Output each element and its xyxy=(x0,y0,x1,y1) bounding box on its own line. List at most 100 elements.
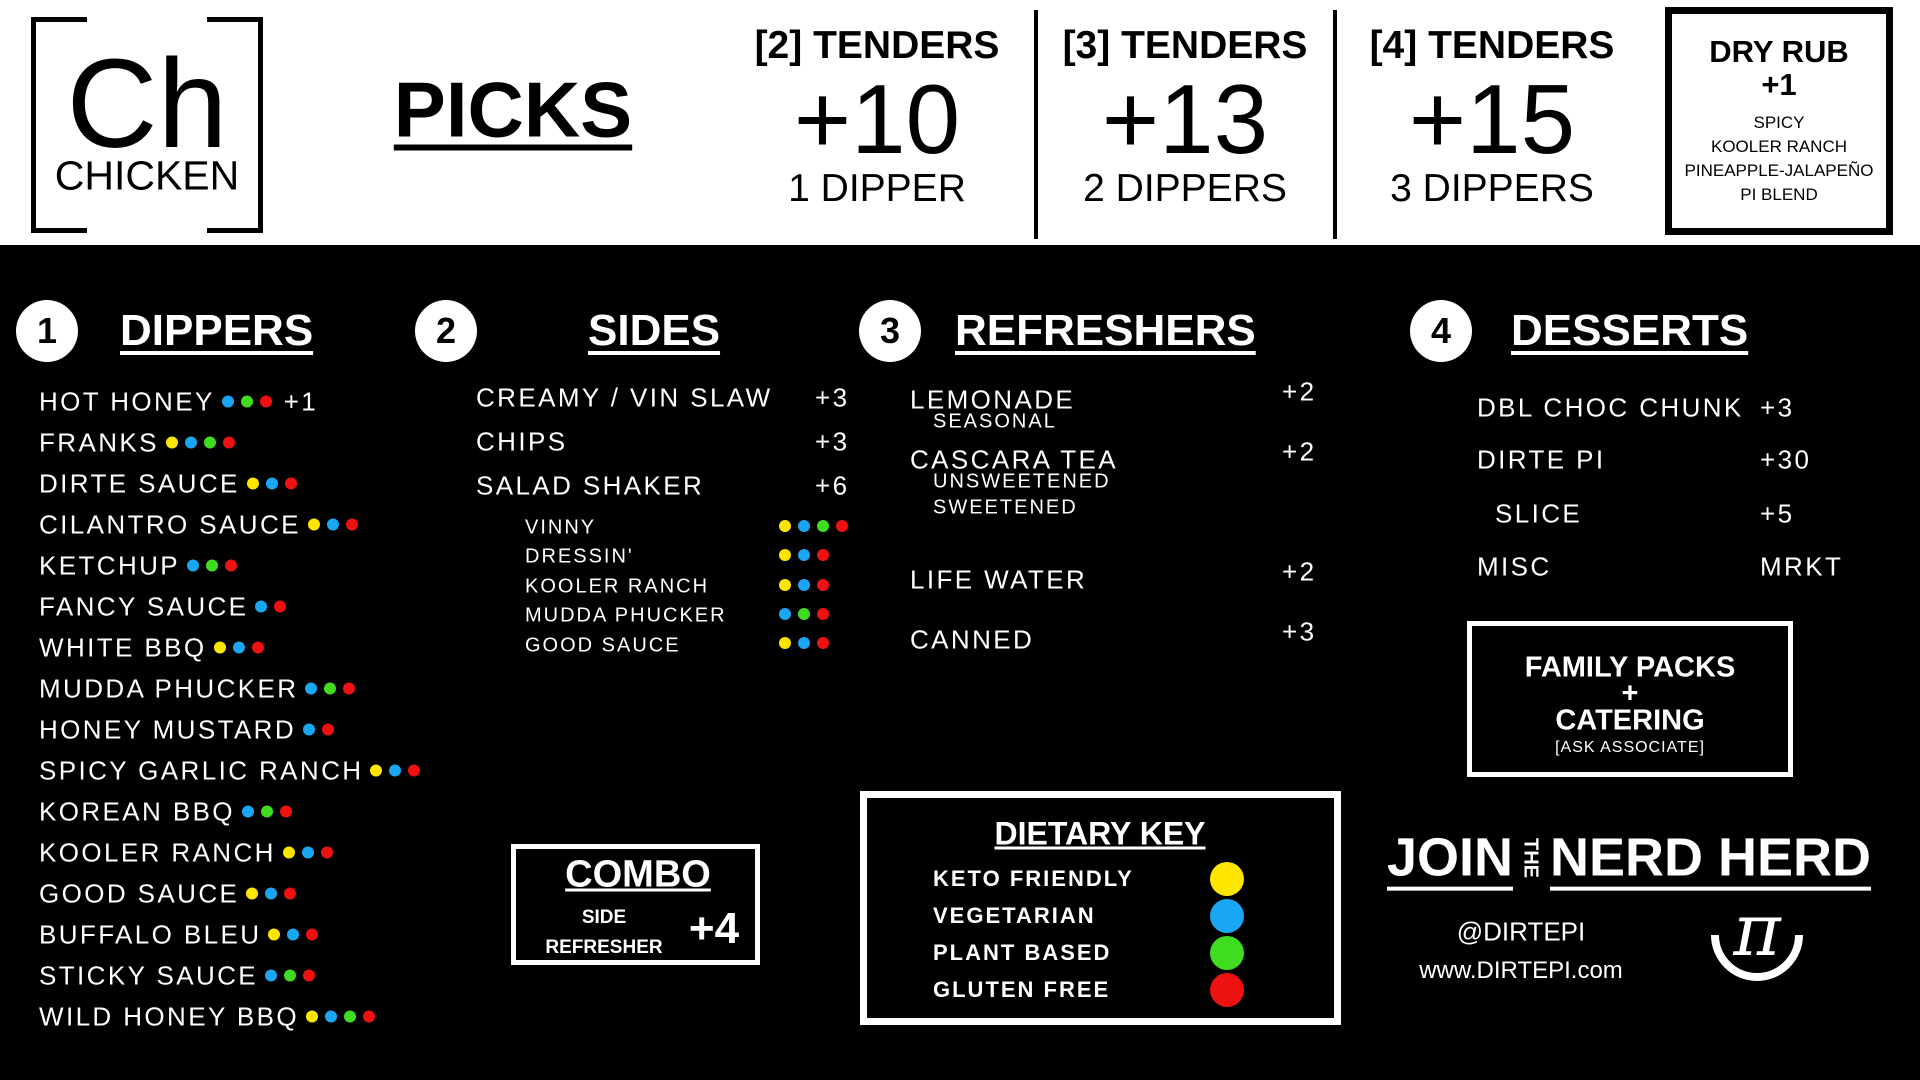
dietary-dot-gluten-icon xyxy=(817,637,829,650)
dipper-item: SPICY GARLIC RANCH xyxy=(39,756,421,787)
page-title: PICKS xyxy=(393,65,633,154)
dipper-item: WILD HONEY BBQ xyxy=(39,1002,375,1033)
dietary-dot-keto-icon xyxy=(246,887,259,900)
side-item-price: +3 xyxy=(815,426,850,457)
dressing-dots xyxy=(772,637,829,655)
dietary-dot-plant-icon xyxy=(798,607,810,620)
dietary-dot-vegetarian-icon xyxy=(779,607,791,620)
dietary-dot-gluten-icon xyxy=(279,805,292,818)
side-item-price: +3 xyxy=(815,382,850,413)
pick-price: +15 xyxy=(1408,64,1576,174)
dessert-name: DIRTE PI xyxy=(1477,444,1606,475)
dietary-dot-gluten-icon xyxy=(303,969,316,982)
dipper-item: HOT HONEY +1 xyxy=(39,387,318,418)
dietary-keto-dot-icon xyxy=(1210,862,1244,896)
dietary-dot-plant-icon xyxy=(240,395,253,408)
dietary-dot-gluten-icon xyxy=(274,600,287,613)
dressing-name: DRESSIN' xyxy=(525,545,634,568)
dipper-name: HOT HONEY xyxy=(39,386,215,417)
dietary-dot-gluten-icon xyxy=(322,723,335,736)
dietary-dot-vegetarian-icon xyxy=(305,682,318,695)
dietary-dot-vegetarian-icon xyxy=(265,477,278,490)
dietary-dot-gluten-icon xyxy=(259,395,272,408)
side-item-name: CREAMY / VIN SLAW xyxy=(476,382,773,413)
dietary-dot-vegetarian-icon xyxy=(265,969,278,982)
dietary-dot-keto-icon xyxy=(282,846,295,859)
dipper-name: DIRTE SAUCE xyxy=(39,468,240,499)
dry-rub-price: +1 xyxy=(1761,66,1797,102)
refresher-name: CANNED xyxy=(910,624,1035,655)
dietary-dot-vegetarian-icon xyxy=(303,723,316,736)
dipper-item: FANCY SAUCE xyxy=(39,592,287,623)
dessert-price: +5 xyxy=(1760,498,1795,529)
dietary-dot-plant-icon xyxy=(324,682,337,695)
section-title-sides: SIDES xyxy=(588,306,721,355)
dressing-name: VINNY xyxy=(525,516,597,539)
dietary-plant-dot-icon xyxy=(1210,936,1244,970)
section-number-sides: 2 xyxy=(415,300,477,362)
dietary-dot-gluten-icon xyxy=(222,436,235,449)
dipper-item: FRANKS xyxy=(39,428,235,459)
refresher-price: +2 xyxy=(1282,436,1317,467)
refresher-name: LIFE WATER xyxy=(910,564,1088,595)
website-link[interactable]: www.DIRTEPI.com xyxy=(1419,957,1623,984)
pick-title: [4] TENDERS xyxy=(1369,24,1615,67)
dressing-dots xyxy=(772,548,829,566)
dressing-dots xyxy=(772,578,829,596)
section-number-desserts: 4 xyxy=(1410,300,1472,362)
dietary-label: GLUTEN FREE xyxy=(933,977,1111,1002)
section-title-dippers: DIPPERS xyxy=(120,306,314,355)
dipper-name: KOOLER RANCH xyxy=(39,837,276,868)
dietary-label: PLANT BASED xyxy=(933,940,1112,965)
logo-symbol: Ch xyxy=(66,33,228,174)
dietary-label: VEGETARIAN xyxy=(933,903,1096,928)
dessert-price: MRKT xyxy=(1760,551,1844,582)
dietary-dot-keto-icon xyxy=(165,436,178,449)
dietary-dot-vegetarian-icon xyxy=(255,600,268,613)
dressing-dots xyxy=(772,607,829,625)
dietary-dot-keto-icon xyxy=(779,578,791,591)
dietary-dot-keto-icon xyxy=(268,928,281,941)
dry-rub-option: SPICY xyxy=(1753,113,1805,133)
dry-rub-option: PI BLEND xyxy=(1740,185,1818,205)
dietary-dot-gluten-icon xyxy=(251,641,264,654)
dietary-label: KETO FRIENDLY xyxy=(933,866,1134,891)
dry-rub-option: KOOLER RANCH xyxy=(1710,137,1848,157)
dipper-item: GOOD SAUCE xyxy=(39,878,297,910)
dipper-name: STICKY SAUCE xyxy=(39,960,259,991)
dietary-dot-gluten-icon xyxy=(284,887,297,900)
header: Ch CHICKEN PICKS [2] TENDERS +10 1 DIPPER [… xyxy=(0,0,1920,245)
family-packs-label: FAMILY PACKS xyxy=(1524,651,1736,684)
pick-dippers: 2 DIPPERS xyxy=(1083,167,1287,210)
refresher-price: +2 xyxy=(1282,376,1317,407)
dietary-vegetarian-dot-icon xyxy=(1210,899,1244,933)
dietary-dot-gluten-icon xyxy=(362,1010,375,1023)
dipper-name: GOOD SAUCE xyxy=(39,878,240,909)
dressing-name: GOOD SAUCE xyxy=(525,634,681,657)
dietary-dot-keto-icon xyxy=(213,641,226,654)
divider xyxy=(1333,10,1337,239)
combo-box: COMBO SIDE REFRESHER +4 xyxy=(511,844,760,965)
svg-text:π: π xyxy=(1732,893,1782,972)
dipper-name: KETCHUP xyxy=(39,550,181,581)
dietary-dot-vegetarian-icon xyxy=(798,519,810,532)
dietary-dot-keto-icon xyxy=(779,549,791,562)
dipper-item: CILANTRO SAUCE xyxy=(39,510,358,541)
dressing-name: MUDDA PHUCKER xyxy=(525,604,727,627)
dipper-name: BUFFALO BLEU xyxy=(39,919,262,950)
dietary-dot-gluten-icon xyxy=(836,519,848,532)
pick-dippers: 3 DIPPERS xyxy=(1390,167,1594,210)
logo-name: CHICKEN xyxy=(54,152,240,199)
dipper-item: WHITE BBQ xyxy=(39,633,264,664)
dietary-dot-vegetarian-icon xyxy=(187,559,200,572)
side-item-name: CHIPS xyxy=(476,426,568,457)
dietary-dot-vegetarian-icon xyxy=(301,846,314,859)
social-handle[interactable]: @DIRTEPI xyxy=(1456,916,1586,947)
side-item-name: SALAD SHAKER xyxy=(476,470,705,501)
section-title-refreshers: REFRESHERS xyxy=(955,306,1256,355)
combo-side: SIDE xyxy=(581,907,627,928)
dipper-name: MUDDA PHUCKER xyxy=(39,673,299,704)
dietary-dot-plant-icon xyxy=(817,519,829,532)
refresher-price: +2 xyxy=(1282,556,1317,587)
dipper-item: KOREAN BBQ xyxy=(39,797,292,828)
